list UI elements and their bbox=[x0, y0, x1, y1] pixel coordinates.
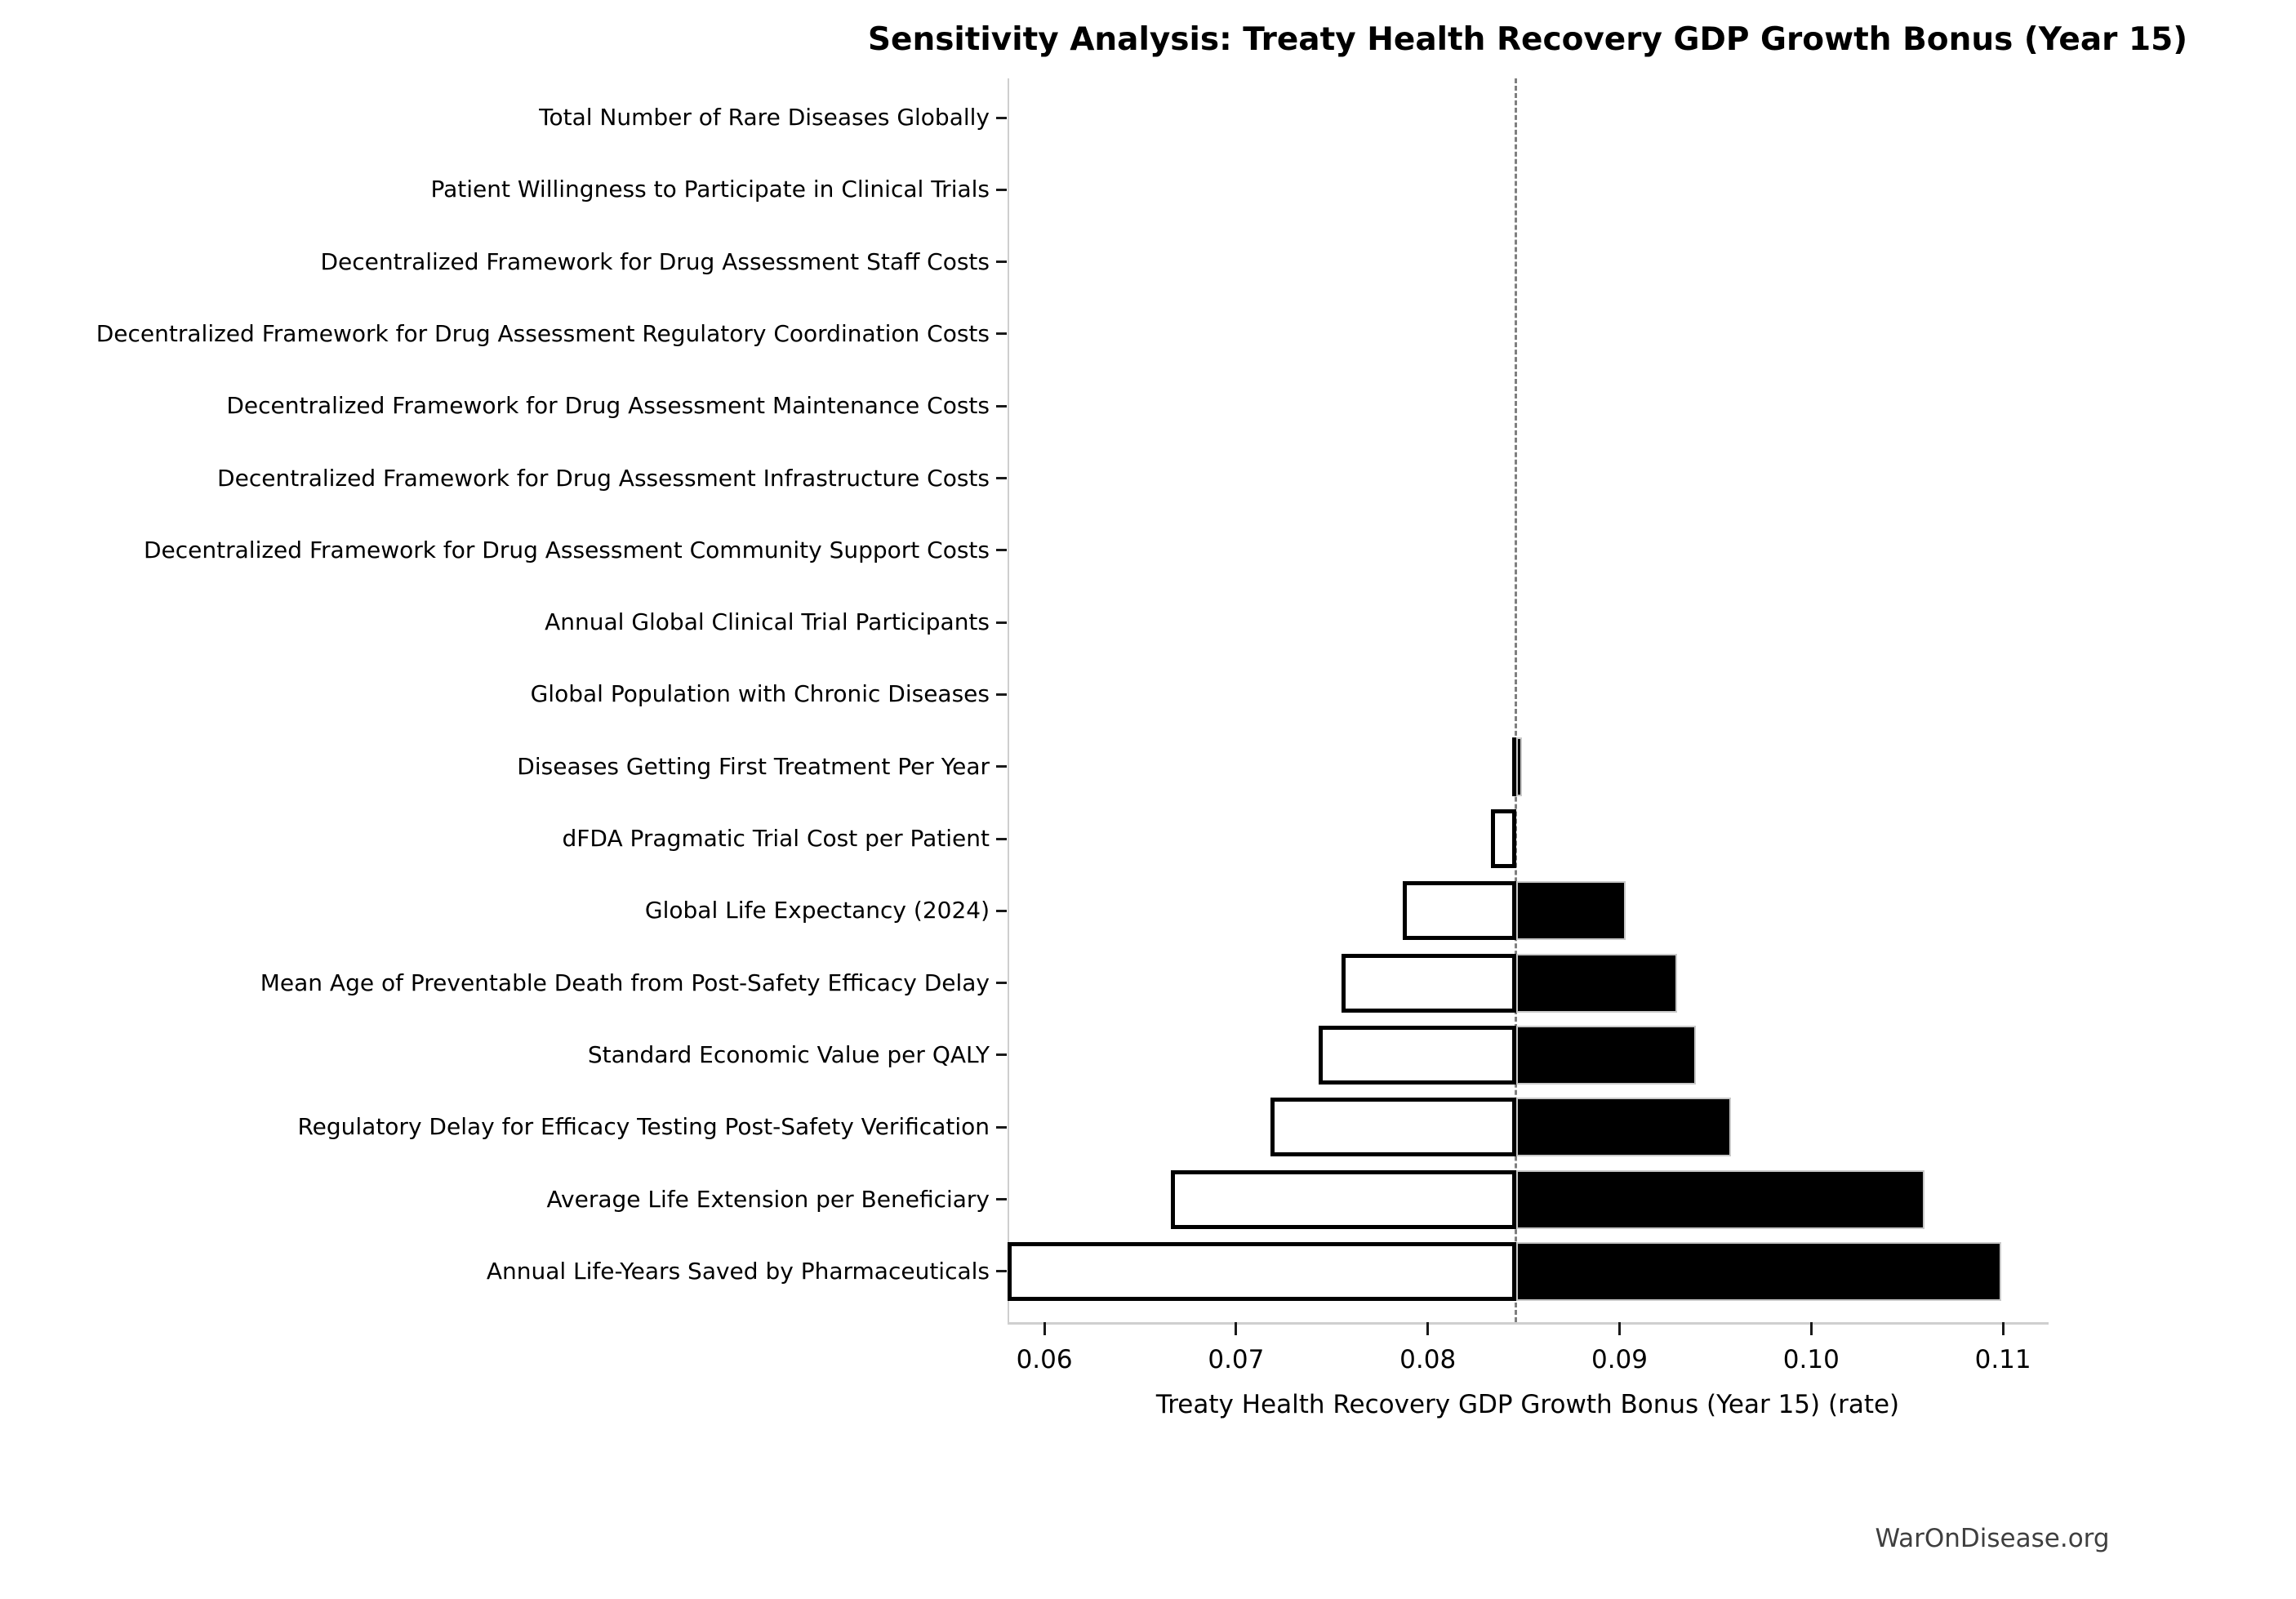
y-tick-9 bbox=[996, 765, 1007, 768]
y-tick-1 bbox=[996, 188, 1007, 191]
y-axis-line bbox=[1008, 78, 1009, 1324]
y-label-14: Regulatory Delay for Efficacy Testing Po… bbox=[297, 1113, 990, 1141]
y-tick-13 bbox=[996, 1053, 1007, 1057]
bar-low-12 bbox=[1342, 953, 1516, 1013]
x-tick-0.06 bbox=[1043, 1322, 1046, 1335]
bar-low-10 bbox=[1491, 809, 1516, 868]
bar-low-16 bbox=[1008, 1241, 1516, 1301]
y-label-5: Decentralized Framework for Drug Assessm… bbox=[217, 464, 990, 492]
x-tick-0.09 bbox=[1618, 1322, 1621, 1335]
y-label-6: Decentralized Framework for Drug Assessm… bbox=[144, 536, 990, 563]
y-tick-3 bbox=[996, 332, 1007, 336]
y-label-8: Global Population with Chronic Diseases bbox=[530, 680, 990, 708]
y-label-16: Annual Life-Years Saved by Pharmaceutica… bbox=[486, 1257, 990, 1285]
x-axis-line bbox=[1008, 1322, 2049, 1325]
y-label-2: Decentralized Framework for Drug Assessm… bbox=[320, 247, 990, 275]
y-label-4: Decentralized Framework for Drug Assessm… bbox=[226, 392, 990, 420]
y-tick-12 bbox=[996, 982, 1007, 985]
y-label-9: Diseases Getting First Treatment Per Yea… bbox=[517, 752, 990, 780]
x-axis-title: Treaty Health Recovery GDP Growth Bonus … bbox=[1155, 1390, 1900, 1419]
y-tick-10 bbox=[996, 837, 1007, 840]
x-tick-label-0.07: 0.07 bbox=[1208, 1345, 1265, 1374]
y-label-7: Annual Global Clinical Trial Participant… bbox=[545, 608, 990, 636]
plot-area bbox=[1008, 78, 2049, 1325]
y-label-15: Average Life Extension per Beneficiary bbox=[546, 1185, 990, 1213]
bar-low-15 bbox=[1171, 1169, 1516, 1229]
y-label-1: Patient Willingness to Participate in Cl… bbox=[430, 176, 990, 203]
watermark-text: WarOnDisease.org bbox=[1875, 1524, 2110, 1553]
y-label-10: dFDA Pragmatic Trial Cost per Patient bbox=[562, 825, 990, 852]
y-tick-15 bbox=[996, 1198, 1007, 1200]
bar-high-12 bbox=[1515, 953, 1677, 1013]
bar-high-13 bbox=[1515, 1025, 1697, 1085]
bar-high-11 bbox=[1515, 881, 1626, 941]
x-tick-0.07 bbox=[1235, 1322, 1238, 1335]
y-tick-11 bbox=[996, 909, 1007, 912]
bar-low-14 bbox=[1270, 1098, 1516, 1157]
y-label-13: Standard Economic Value per QALY bbox=[587, 1040, 990, 1068]
x-tick-label-0.10: 0.10 bbox=[1782, 1345, 1840, 1374]
baseline-dashed-line bbox=[1515, 78, 1518, 1322]
x-tick-label-0.11: 0.11 bbox=[1974, 1345, 2031, 1374]
x-tick-label-0.08: 0.08 bbox=[1399, 1345, 1457, 1374]
bar-high-9 bbox=[1515, 737, 1522, 796]
x-tick-0.10 bbox=[1809, 1322, 1813, 1335]
y-tick-16 bbox=[996, 1270, 1007, 1273]
y-label-11: Global Life Expectancy (2024) bbox=[644, 897, 990, 924]
y-tick-6 bbox=[996, 549, 1007, 552]
bar-high-16 bbox=[1515, 1241, 2001, 1301]
bar-low-13 bbox=[1318, 1025, 1516, 1085]
y-tick-8 bbox=[996, 693, 1007, 696]
y-label-12: Mean Age of Preventable Death from Post-… bbox=[260, 969, 990, 996]
y-label-0: Total Number of Rare Diseases Globally bbox=[539, 104, 990, 131]
bar-low-11 bbox=[1403, 881, 1516, 941]
y-label-3: Decentralized Framework for Drug Assessm… bbox=[96, 319, 990, 347]
y-tick-4 bbox=[996, 404, 1007, 408]
x-tick-label-0.09: 0.09 bbox=[1591, 1345, 1649, 1374]
x-tick-0.11 bbox=[2001, 1322, 2005, 1335]
bar-high-15 bbox=[1515, 1169, 1924, 1229]
y-tick-2 bbox=[996, 261, 1007, 264]
y-tick-0 bbox=[996, 116, 1007, 119]
chart-title: Sensitivity Analysis: Treaty Health Reco… bbox=[867, 21, 2188, 58]
y-tick-14 bbox=[996, 1125, 1007, 1129]
x-tick-0.08 bbox=[1426, 1322, 1430, 1335]
y-tick-5 bbox=[996, 477, 1007, 479]
y-tick-7 bbox=[996, 621, 1007, 624]
x-tick-label-0.06: 0.06 bbox=[1016, 1345, 1073, 1374]
bar-high-14 bbox=[1515, 1098, 1731, 1157]
